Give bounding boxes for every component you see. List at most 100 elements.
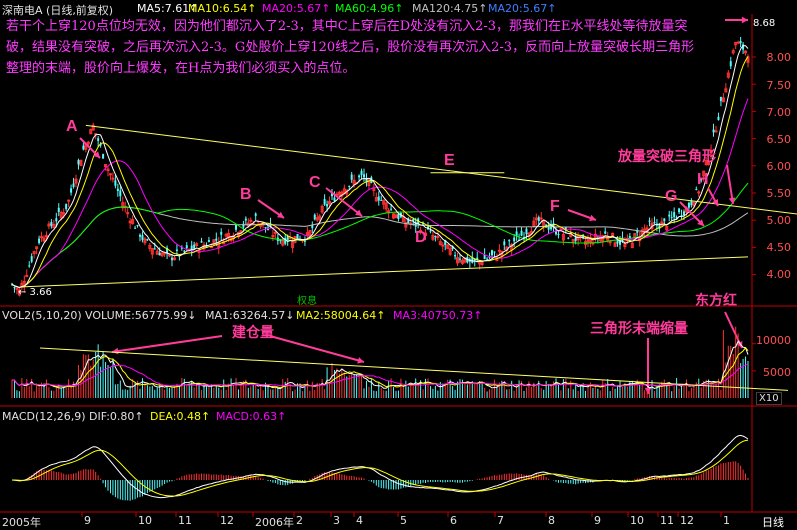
macd-value-label: MACD:0.63↑ [216,410,287,423]
dif-line [11,434,749,499]
candle-body [17,289,21,296]
candle-body [163,252,167,255]
candle-body [244,218,247,221]
candle-body [574,237,577,241]
candle-body [235,224,237,230]
vol-tick: 5000 [763,366,791,379]
arrow-g-head [697,219,704,226]
candle-body [70,188,73,193]
candle-body [32,251,36,255]
period-label[interactable]: 日线 [762,516,784,529]
candle-body [726,72,730,78]
candle-body [114,180,117,186]
candle-body [212,239,216,245]
label-dfh: 东方红 [695,293,737,309]
candle-body [166,247,169,254]
vol-tick: 10000 [756,334,791,347]
candle-body [714,130,718,133]
candle-body [382,199,386,205]
arrow-c-head [355,209,362,216]
label-build: 建仓量 [232,325,274,341]
ma20-line [11,98,749,289]
dif-label: DIF:0.80↑ [89,410,144,423]
label-f: F [550,198,560,215]
candle-body [508,240,511,242]
candle-body [619,239,621,245]
candle-body [106,168,110,172]
candle-body [91,124,95,131]
candle-body [296,234,299,240]
candle-body [86,141,90,145]
candle-body [59,211,63,219]
label-d: D [415,229,427,246]
label-shrink: 三角形末端缩量 [590,321,688,337]
candle-body [724,88,728,93]
candle-body [25,274,29,277]
candle-body [414,221,417,227]
x-tick: 3 [333,514,340,527]
stock-title: 深南电A (日线,前复权) [2,4,114,17]
candle-body [77,160,80,165]
candle-body [394,214,398,219]
vol-ma3-line [11,363,749,387]
candle-body [636,230,639,233]
candle-body [269,223,272,228]
candle-body [348,185,351,187]
candle-body [520,230,523,236]
candle-body [567,237,570,239]
ma20-label: MA20:5.67↑ [262,2,331,15]
candle-body [431,235,435,240]
candle-body [155,250,159,255]
candle-body [44,235,48,238]
candle-body [670,217,673,219]
arrow-c [325,187,363,217]
candle-body [736,41,740,44]
y-tick: 6.00 [766,160,792,173]
low-value: ← 3.66 [18,287,52,298]
dea-line [11,439,749,497]
candle-body [291,241,295,248]
candle-body [172,257,176,261]
candle-body [547,226,550,230]
rights-marker: 权息 [297,296,317,307]
candle-body [119,190,122,197]
candle-body [515,231,518,236]
candle-body [28,265,31,267]
candle-body [360,170,363,176]
candle-body [683,211,685,216]
candle-body [271,234,275,238]
candle-body [121,202,125,209]
candle-body [365,177,368,183]
candle-body [653,222,656,224]
dea-label: DEA:0.48↑ [150,410,211,423]
candle-body [397,213,400,220]
x-tick: 2006年 [255,516,294,529]
candle-body [350,174,353,180]
candle-body [456,257,460,264]
candle-body [493,251,496,253]
candle-body [534,217,538,221]
arrow-build-right [269,335,365,363]
candle-body [404,222,408,228]
ma5-label: MA5:7.61↑ [137,2,199,15]
candle-body [529,231,533,234]
y-tick: 5.00 [766,214,792,227]
arrow-a-head [93,151,100,158]
y-tick: 5.50 [766,187,792,200]
candle-body [476,257,479,261]
candle-body [363,174,365,178]
candle-body [104,163,108,168]
candle-body [721,97,725,103]
y-tick: 7.50 [766,79,792,92]
y-tick: 7.00 [766,106,792,119]
candle-body [613,242,617,247]
candle-body [665,226,669,231]
candle-body [168,254,172,257]
candle-body [377,196,380,201]
candle-body [171,257,173,261]
candle-body [284,238,287,244]
vol-ma2-label: MA2:58004.64↑ [296,309,386,322]
candle-body [97,138,100,141]
candle-body [102,154,105,159]
candle-body [419,230,423,233]
